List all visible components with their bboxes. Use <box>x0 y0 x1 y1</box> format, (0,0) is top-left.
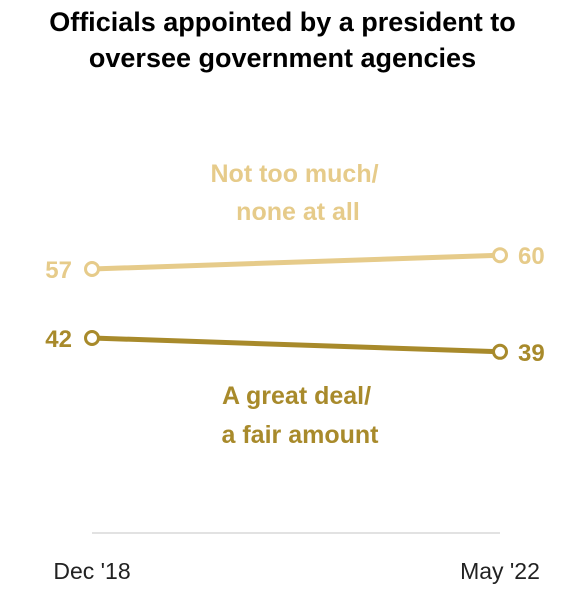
x-tick-label-dec-18: Dec '18 <box>53 558 130 584</box>
series-label-great-deal-line-2: a fair amount <box>222 421 380 449</box>
chart-title: Officials appointed by a president to ov… <box>0 4 565 76</box>
series-label-not-too-much-line-2: none at all <box>236 198 360 226</box>
series-label-great-deal: A great deal/ a fair amount <box>222 382 380 449</box>
chart-title-line-1: Officials appointed by a president to <box>49 7 516 37</box>
series-line-great-deal <box>89 335 503 355</box>
series-label-not-too-much-line-1: Not too much/ <box>211 160 379 188</box>
chart-title-line-2: oversee government agencies <box>88 43 477 73</box>
data-label-great-deal-dec-18: 42 <box>45 326 72 353</box>
series-line-not-too-much <box>89 252 503 272</box>
series-label-not-too-much: Not too much/ none at all <box>211 160 386 226</box>
data-label-not-too-much-dec-18: 57 <box>45 257 72 284</box>
data-point-not-too-much-may-22 <box>492 247 508 264</box>
series-label-great-deal-line-1: A great deal/ <box>222 382 371 410</box>
data-label-not-too-much-may-22: 60 <box>518 243 545 270</box>
x-tick-label-may-22: May '22 <box>460 558 540 584</box>
data-point-great-deal-may-22 <box>492 343 508 360</box>
data-label-great-deal-may-22: 39 <box>518 340 545 367</box>
data-point-not-too-much-dec-18 <box>84 261 100 277</box>
data-point-great-deal-dec-18 <box>84 330 100 346</box>
